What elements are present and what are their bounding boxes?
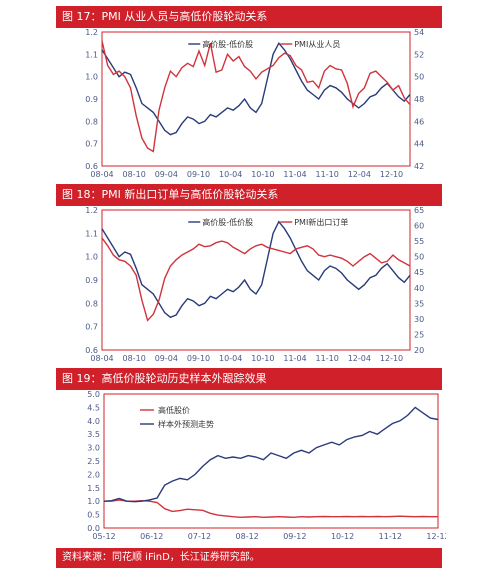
y-left-tick-label: 1.2: [85, 206, 98, 215]
x-tick-label: 11-04: [283, 354, 306, 363]
y-left-tick-label: 0.7: [85, 140, 98, 149]
y-right-tick-label: 60: [414, 222, 424, 231]
y-right-tick-label: 48: [414, 95, 424, 104]
x-tick-label: 12-10: [380, 354, 403, 363]
x-tick-label: 10-12: [331, 532, 354, 541]
x-tick-label: 12-04: [348, 354, 371, 363]
y-tick-label: 2.0: [87, 470, 100, 479]
plot-frame: [103, 393, 439, 529]
y-tick-label: 3.0: [87, 444, 100, 453]
y-right-tick-label: 50: [414, 253, 424, 262]
x-tick-label: 08-10: [123, 170, 146, 178]
y-left-tick-label: 1.0: [85, 253, 98, 262]
chart-17: 1.2 1.1 1.0 0.9 0.8 0.7 0.6 54 52 50 48 46 44 42 08-04…: [85, 28, 424, 178]
x-tick-label: 11-10: [316, 354, 339, 363]
source-footer: 资料来源：同花顺 iFinD，长江证券研究部。: [56, 548, 442, 568]
y-tick-label: 0.0: [87, 524, 100, 533]
x-tick-label: 10-04: [219, 170, 242, 178]
y-left-tick-label: 1.1: [85, 50, 98, 59]
chart-18-panel: 1.2 1.1 1.0 0.9 0.8 0.7 0.6 65 60 55 50 45 40 35 30 25 2…: [80, 206, 440, 364]
y-right-tick-label: 50: [414, 73, 424, 82]
y-right-tick-label: 46: [414, 117, 424, 126]
legend-label-1: PMI从业人员: [294, 39, 340, 49]
y-right-tick-label: 20: [414, 346, 424, 355]
x-tick-label: 07-12: [188, 532, 211, 541]
legend-label-1: PMI新出口订单: [294, 217, 348, 227]
figure-19-banner: 图 19：高低价股轮动历史样本外跟踪效果: [56, 368, 442, 390]
y-tick-label: 2.5: [87, 457, 100, 466]
series-line-1: [103, 406, 439, 503]
series-line-0: [104, 499, 438, 519]
y-tick-label: 4.0: [87, 417, 100, 426]
series-line-0: [101, 220, 411, 319]
x-tick-label: 11-10: [316, 170, 339, 178]
x-tick-label: 11-04: [283, 170, 306, 178]
x-tick-label: 08-04: [90, 354, 113, 363]
x-tick-label: 10-04: [219, 354, 242, 363]
y-tick-label: 1.0: [87, 497, 100, 506]
y-tick-label: 0.5: [87, 511, 100, 520]
y-right-tick-label: 55: [414, 237, 424, 246]
y-right-tick-label: 54: [414, 28, 424, 37]
x-tick-label: 11-12: [379, 532, 402, 541]
y-left-tick-label: 1.0: [85, 73, 98, 82]
y-left-tick-label: 0.7: [85, 323, 98, 332]
x-tick-label: 12-12: [426, 532, 446, 541]
y-right-tick-label: 25: [414, 330, 424, 339]
x-tick-label: 09-12: [283, 532, 306, 541]
x-tick-label: 12-04: [348, 170, 371, 178]
y-left-tick-label: 0.6: [85, 346, 98, 355]
y-right-tick-label: 44: [414, 140, 424, 149]
y-left-tick-label: 0.9: [85, 95, 98, 104]
figure-18-banner: 图 18：PMI 新出口订单与高低价股轮动关系: [56, 184, 442, 206]
chart-17-panel: 1.2 1.1 1.0 0.9 0.8 0.7 0.6 54 52 50 48 46 44 42 08-04…: [80, 28, 440, 178]
y-left-tick-label: 1.2: [85, 28, 98, 37]
x-tick-label: 06-12: [140, 532, 163, 541]
y-right-tick-label: 35: [414, 299, 424, 308]
y-tick-label: 5.0: [87, 390, 100, 399]
chart-19: 5.0 4.5 4.0 3.5 3.0 2.5 2.0 1.5 1.0 0.5 0.005-12 06…: [87, 390, 446, 541]
x-tick-label: 12-10: [380, 170, 403, 178]
y-left-tick-label: 0.8: [85, 299, 98, 308]
y-right-tick-label: 52: [414, 50, 424, 59]
series-line-0: [101, 41, 411, 136]
y-right-tick-label: 45: [414, 268, 424, 277]
plot-frame: [101, 209, 411, 351]
y-right-tick-label: 65: [414, 206, 424, 215]
legend-label-1: 样本外预测走势: [158, 419, 214, 429]
legend-label-0: 高价股-低价股: [202, 217, 253, 227]
y-right-tick-label: 30: [414, 315, 424, 324]
y-left-tick-label: 0.8: [85, 117, 98, 126]
figure-17-banner: 图 17：PMI 从业人员与高低价股轮动关系: [56, 6, 442, 28]
y-right-tick-label: 42: [414, 162, 424, 171]
y-tick-label: 3.5: [87, 430, 100, 439]
x-tick-label: 10-10: [251, 170, 274, 178]
chart-19-panel: 5.0 4.5 4.0 3.5 3.0 2.5 2.0 1.5 1.0 0.5 0.0 05-12 06…: [80, 390, 446, 546]
x-tick-label: 09-04: [155, 170, 178, 178]
plot-frame: [101, 31, 411, 167]
x-tick-label: 08-04: [90, 170, 113, 178]
x-tick-label: 10-10: [251, 354, 274, 363]
x-tick-label: 09-10: [187, 170, 210, 178]
x-tick-label: 08-10: [123, 354, 146, 363]
series-line-1: [101, 237, 411, 322]
y-left-tick-label: 1.1: [85, 229, 98, 238]
x-tick-label: 09-10: [187, 354, 210, 363]
x-tick-label: 09-04: [155, 354, 178, 363]
y-tick-label: 4.5: [87, 403, 100, 412]
y-tick-label: 1.5: [87, 484, 100, 493]
legend-label-0: 高价股-低价股: [202, 39, 253, 49]
y-left-tick-label: 0.9: [85, 276, 98, 285]
series-line-1: [101, 40, 411, 153]
y-right-tick-label: 40: [414, 284, 424, 293]
x-tick-label: 05-12: [92, 532, 115, 541]
x-tick-label: 08-12: [236, 532, 259, 541]
legend-label-0: 高低股价: [158, 405, 190, 415]
y-left-tick-label: 0.6: [85, 162, 98, 171]
chart-18: 1.2 1.1 1.0 0.9 0.8 0.7 0.6 65 60 55 50 45 40 35 30 25 2…: [85, 206, 424, 363]
